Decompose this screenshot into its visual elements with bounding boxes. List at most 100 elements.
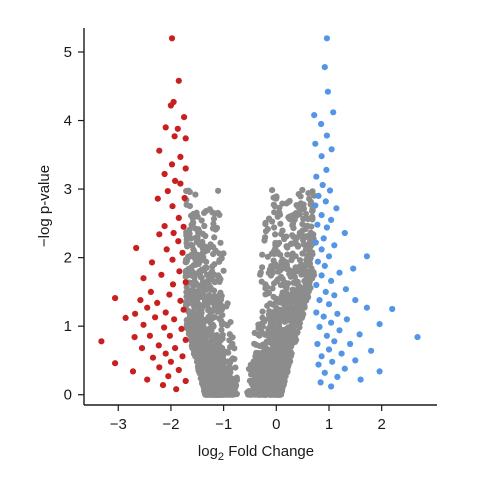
- up-point: [315, 192, 322, 199]
- neutral-point: [296, 257, 304, 264]
- neutral-point: [271, 334, 278, 342]
- neutral-point: [208, 359, 215, 366]
- up-point: [323, 166, 330, 173]
- neutral-point: [226, 331, 233, 338]
- down-point: [161, 170, 168, 178]
- up-point: [325, 301, 333, 308]
- neutral-point: [299, 262, 306, 269]
- neutral-point: [306, 195, 313, 202]
- down-point: [167, 358, 174, 365]
- up-point: [321, 369, 328, 376]
- neutral-point: [198, 251, 205, 258]
- neutral-point: [218, 364, 225, 372]
- neutral-point: [305, 233, 313, 240]
- neutral-point: [208, 364, 215, 371]
- down-point: [156, 364, 163, 371]
- neutral-point: [188, 342, 195, 349]
- up-point: [313, 281, 320, 289]
- neutral-point: [212, 353, 219, 360]
- up-point: [322, 288, 329, 295]
- neutral-point: [200, 327, 207, 334]
- neutral-point: [219, 331, 226, 338]
- up-point: [323, 332, 330, 339]
- up-point: [363, 253, 370, 260]
- neutral-point: [277, 251, 284, 258]
- neutral-point: [221, 348, 228, 355]
- y-tick-label: 5: [64, 44, 72, 61]
- neutral-point: [278, 307, 285, 314]
- up-point: [314, 258, 321, 265]
- down-point: [182, 336, 189, 343]
- down-point: [152, 314, 159, 321]
- neutral-point: [232, 364, 239, 371]
- neutral-point: [218, 306, 226, 313]
- up-point: [414, 334, 421, 341]
- neutral-point: [294, 302, 301, 309]
- down-point: [182, 135, 189, 142]
- neutral-point: [259, 323, 266, 330]
- down-point: [181, 194, 188, 202]
- neutral-point: [188, 337, 195, 344]
- neutral-point: [265, 290, 272, 297]
- neutral-point: [292, 238, 299, 245]
- down-point: [182, 279, 189, 286]
- up-point: [323, 224, 330, 231]
- neutral-point: [282, 288, 290, 296]
- neutral-point: [300, 205, 307, 212]
- neutral-point: [194, 251, 201, 258]
- up-point: [347, 340, 354, 348]
- down-point: [155, 342, 162, 349]
- down-point: [140, 275, 147, 282]
- up-point: [313, 309, 320, 316]
- neutral-point: [218, 326, 225, 333]
- neutral-point: [211, 391, 218, 398]
- down-point: [168, 161, 176, 168]
- neutral-point: [221, 377, 228, 384]
- down-point: [180, 306, 187, 313]
- down-point: [182, 377, 189, 385]
- down-point: [131, 334, 138, 341]
- neutral-point: [264, 284, 271, 291]
- neutral-point: [198, 319, 206, 326]
- neutral-point: [259, 308, 266, 315]
- down-point: [138, 345, 146, 352]
- down-point: [166, 332, 173, 339]
- up-point: [357, 376, 364, 383]
- down-point: [179, 353, 186, 360]
- neutral-point: [259, 329, 266, 337]
- up-point: [336, 269, 343, 276]
- neutral-point: [291, 332, 298, 339]
- neutral-point: [220, 250, 227, 257]
- neutral-point: [271, 342, 278, 349]
- up-point: [315, 361, 322, 368]
- neutral-point: [201, 380, 208, 387]
- up-point: [317, 379, 324, 386]
- down-point: [170, 229, 177, 237]
- up-point: [350, 265, 357, 272]
- neutral-point: [270, 301, 277, 308]
- neutral-point: [263, 385, 270, 392]
- neutral-point: [307, 253, 314, 260]
- upregulated-points: [311, 35, 421, 390]
- down-point: [174, 125, 181, 132]
- neutral-point: [253, 363, 260, 370]
- neutral-point: [212, 334, 219, 341]
- neutral-point: [246, 391, 253, 398]
- down-point: [132, 310, 139, 317]
- neutral-point: [186, 292, 193, 299]
- neutral-point: [281, 333, 288, 340]
- up-point: [312, 140, 319, 147]
- neutral-point: [282, 354, 290, 361]
- neutral-point: [304, 222, 311, 229]
- neutral-point: [265, 327, 272, 335]
- up-point: [376, 321, 383, 328]
- down-point: [169, 203, 176, 210]
- neutral-point: [190, 327, 197, 334]
- down-point: [137, 297, 144, 304]
- up-point: [321, 64, 328, 71]
- neutral-point: [227, 369, 234, 376]
- down-point: [162, 309, 169, 316]
- neutral-point: [198, 266, 205, 273]
- up-point: [313, 173, 320, 180]
